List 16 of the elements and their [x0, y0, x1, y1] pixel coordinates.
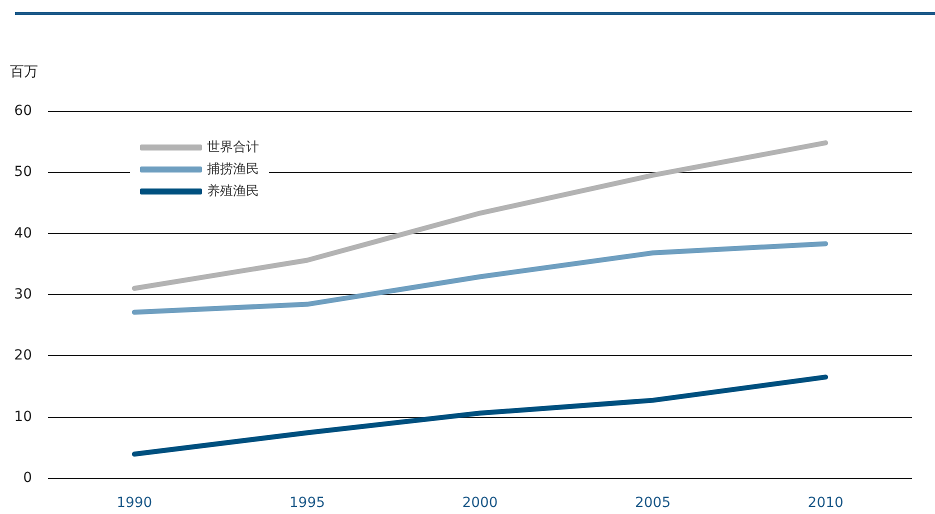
- y-tick-label: 60: [14, 103, 32, 119]
- legend-label: 捕捞渔民: [207, 162, 259, 177]
- x-tick-label: 2010: [808, 495, 844, 511]
- y-tick-label: 30: [14, 286, 32, 302]
- x-tick-label: 2000: [462, 495, 498, 511]
- y-tick-label: 0: [23, 470, 32, 486]
- y-tick-label: 40: [14, 225, 32, 242]
- x-tick-label: 1990: [116, 495, 152, 511]
- y-tick-label: 50: [14, 164, 32, 180]
- legend-label: 养殖渔民: [207, 183, 259, 199]
- y-axis-title: 百万: [10, 64, 38, 80]
- x-tick-label: 1995: [289, 495, 326, 511]
- y-tick-label: 10: [14, 408, 32, 425]
- legend-label: 世界合计: [207, 140, 259, 155]
- y-tick-label: 20: [14, 348, 32, 364]
- x-tick-label: 2005: [634, 495, 671, 511]
